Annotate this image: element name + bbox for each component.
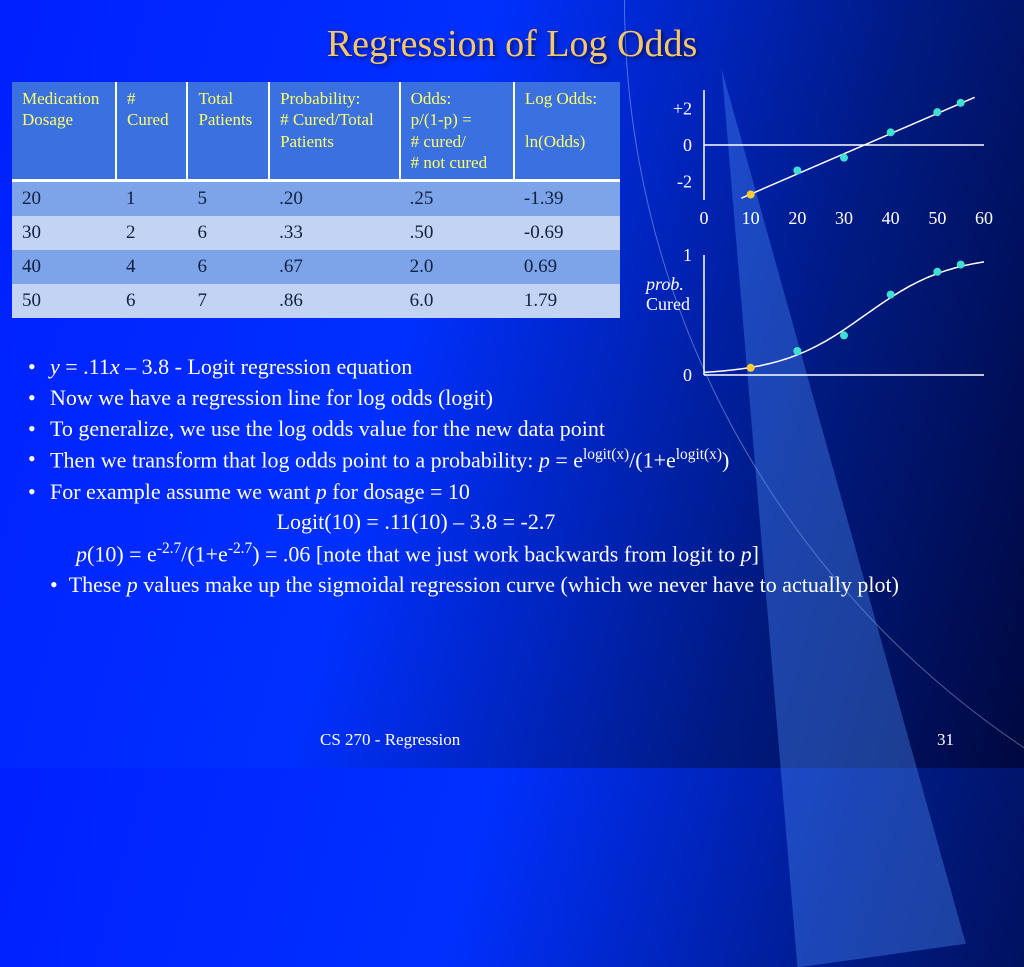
svg-text:0: 0 <box>700 208 709 228</box>
calc-line-1: Logit(10) = .11(10) – 3.8 = -2.7 <box>28 507 1004 538</box>
svg-text:50: 50 <box>928 208 946 228</box>
column-header: Odds:p/(1-p) =# cured/# not cured <box>400 82 514 181</box>
svg-text:30: 30 <box>835 208 853 228</box>
table-cell: 4 <box>116 250 187 284</box>
table-cell: -0.69 <box>514 216 620 250</box>
table-row: 3026.33.50-0.69 <box>12 216 620 250</box>
table-cell: 2.0 <box>400 250 514 284</box>
table-cell: .67 <box>269 250 400 284</box>
table-cell: 6 <box>187 250 269 284</box>
column-header: Probability:# Cured/Total Patients <box>269 82 400 181</box>
table-cell: .86 <box>269 284 400 318</box>
charts-panel: +20-20102030405060 10prob.Cured <box>644 80 994 390</box>
svg-text:40: 40 <box>882 208 900 228</box>
bullet-list: •y = .11x – 3.8 - Logit regression equat… <box>28 352 1004 601</box>
table-cell: 2 <box>116 216 187 250</box>
table-cell: .33 <box>269 216 400 250</box>
footer-course: CS 270 - Regression <box>320 730 460 750</box>
svg-text:Cured: Cured <box>646 294 690 314</box>
slide-footer: CS 270 - Regression 31 <box>0 730 1024 750</box>
table-cell: 6 <box>116 284 187 318</box>
table-cell: 6 <box>187 216 269 250</box>
table-cell: .50 <box>400 216 514 250</box>
table-row: 5067.866.01.79 <box>12 284 620 318</box>
table-cell: 50 <box>12 284 116 318</box>
column-header: Total Patients <box>187 82 269 181</box>
log-odds-chart: +2 0 -2 0 10 20 30 40 50 60 <box>673 90 993 228</box>
table-cell: .25 <box>400 181 514 217</box>
slide-title: Regression of Log Odds <box>0 0 1024 66</box>
table-row: 2015.20.25-1.39 <box>12 181 620 217</box>
svg-text:10: 10 <box>742 208 760 228</box>
svg-text:1: 1 <box>683 245 692 265</box>
table-cell: 40 <box>12 250 116 284</box>
table-cell: 7 <box>187 284 269 318</box>
table-cell: -1.39 <box>514 181 620 217</box>
footer-page: 31 <box>937 730 954 750</box>
svg-text:+2: +2 <box>673 98 692 118</box>
column-header: Log Odds:ln(Odds) <box>514 82 620 181</box>
table-row: 4046.672.00.69 <box>12 250 620 284</box>
svg-text:20: 20 <box>788 208 806 228</box>
svg-text:0: 0 <box>683 135 692 155</box>
table-cell: 6.0 <box>400 284 514 318</box>
table-cell: 1.79 <box>514 284 620 318</box>
table-cell: 0.69 <box>514 250 620 284</box>
table-cell: 1 <box>116 181 187 217</box>
table-cell: 5 <box>187 181 269 217</box>
table-cell: 30 <box>12 216 116 250</box>
column-header: # Cured <box>116 82 187 181</box>
data-table: Medication Dosage# CuredTotal PatientsPr… <box>12 82 620 318</box>
calc-line-2: p(10) = e-2.7/(1+e-2.7) = .06 [note that… <box>28 538 1004 570</box>
svg-text:-2: -2 <box>677 172 692 192</box>
svg-text:prob.: prob. <box>644 274 684 294</box>
column-header: Medication Dosage <box>12 82 116 181</box>
table-cell: 20 <box>12 181 116 217</box>
table-cell: .20 <box>269 181 400 217</box>
svg-text:60: 60 <box>975 208 993 228</box>
